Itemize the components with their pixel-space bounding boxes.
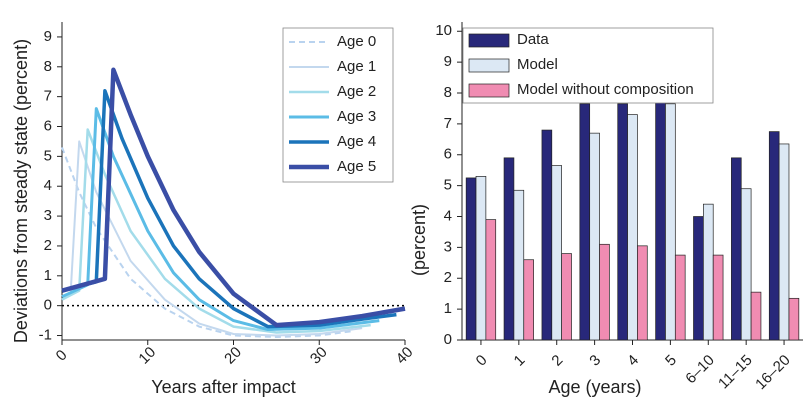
y-tick-label: 4 (44, 177, 52, 194)
bar (712, 254, 724, 341)
bar (778, 143, 790, 341)
line-series (61, 107, 380, 331)
bar (523, 259, 534, 341)
x-axis-label: Years after impact (151, 377, 295, 397)
bar (788, 297, 800, 341)
y-tick-label: 5 (44, 147, 52, 164)
y-tick-label: 6 (444, 146, 452, 163)
bar (485, 219, 497, 341)
y-axis-label: (percent) (409, 204, 429, 276)
legend-label: Age 3 (337, 108, 376, 125)
x-axis-label: Age (years) (548, 377, 641, 397)
y-tick-label: 0 (44, 297, 52, 314)
y-tick-label: 1 (44, 267, 52, 284)
bar (655, 100, 666, 341)
y-tick-label: 2 (44, 237, 52, 254)
y-tick-label: 4 (444, 207, 452, 224)
line-series (61, 67, 406, 328)
y-tick-label: 9 (444, 53, 452, 70)
y-tick-label: 5 (444, 177, 452, 194)
legend-swatch (468, 58, 510, 73)
y-tick-label: 8 (444, 84, 452, 101)
bar (637, 245, 648, 341)
bar (561, 253, 572, 341)
legend-label: Data (517, 31, 549, 48)
y-axis-label: Deviations from steady state (percent) (11, 39, 31, 343)
x-tick-label: 11–15 (715, 352, 756, 393)
y-tick-label: 6 (44, 117, 52, 134)
y-tick-label: 7 (44, 88, 52, 105)
legend-swatch (468, 83, 510, 98)
bar (589, 132, 600, 341)
x-tick-label: 16–20 (752, 352, 794, 394)
bar (599, 243, 610, 341)
bar (627, 114, 638, 341)
legend-label: Age 0 (337, 33, 376, 50)
bar (693, 216, 704, 341)
line-series (61, 147, 354, 338)
y-tick-label: 7 (444, 115, 452, 132)
bar (740, 188, 752, 341)
legend-box (282, 27, 394, 183)
x-tick-label: 5 (662, 352, 680, 370)
bar (768, 131, 780, 341)
x-tick-label: 1 (511, 352, 529, 370)
bar (465, 177, 477, 341)
x-tick-label: 4 (624, 352, 642, 370)
x-tick-label: 40 (393, 344, 417, 368)
x-tick-label: 3 (586, 352, 604, 370)
y-tick-label: 2 (444, 269, 452, 286)
bar (513, 189, 525, 341)
legend-label: Age 2 (337, 83, 376, 100)
bar (731, 157, 742, 341)
legend-swatch (468, 33, 510, 48)
legend-label: Age 4 (337, 133, 376, 150)
legend-label: Model (517, 56, 558, 73)
x-tick-label: 2 (548, 352, 566, 370)
x-tick-label: 30 (307, 344, 331, 368)
bar (579, 103, 591, 341)
x-tick-label: 0 (473, 352, 491, 370)
legend-label: Model without composition (517, 81, 694, 98)
bar (503, 157, 515, 341)
y-tick-label: 0 (444, 331, 452, 348)
y-tick-label: 9 (44, 28, 52, 45)
y-tick-label: 3 (44, 207, 52, 224)
y-tick-label: 1 (444, 300, 452, 317)
y-tick-label: 3 (444, 238, 452, 255)
x-tick-label: 20 (221, 344, 245, 368)
x-tick-label: 6–10 (682, 352, 718, 388)
bar (617, 103, 628, 341)
bar (541, 129, 553, 341)
legend-label: Age 5 (337, 158, 376, 175)
x-tick-label: 10 (135, 344, 159, 368)
bar (674, 254, 686, 341)
bar (703, 203, 714, 341)
line-series (61, 140, 363, 337)
y-tick-label: 10 (435, 22, 452, 39)
y-tick-label: 8 (44, 58, 52, 75)
line-series (61, 88, 397, 329)
bar (665, 103, 676, 341)
bar (475, 176, 487, 341)
y-tick-label: -1 (39, 326, 52, 343)
bar (551, 165, 562, 341)
line-series (61, 128, 371, 334)
x-tick-label: 0 (53, 347, 71, 365)
bar (750, 291, 762, 341)
legend-label: Age 1 (337, 58, 376, 75)
